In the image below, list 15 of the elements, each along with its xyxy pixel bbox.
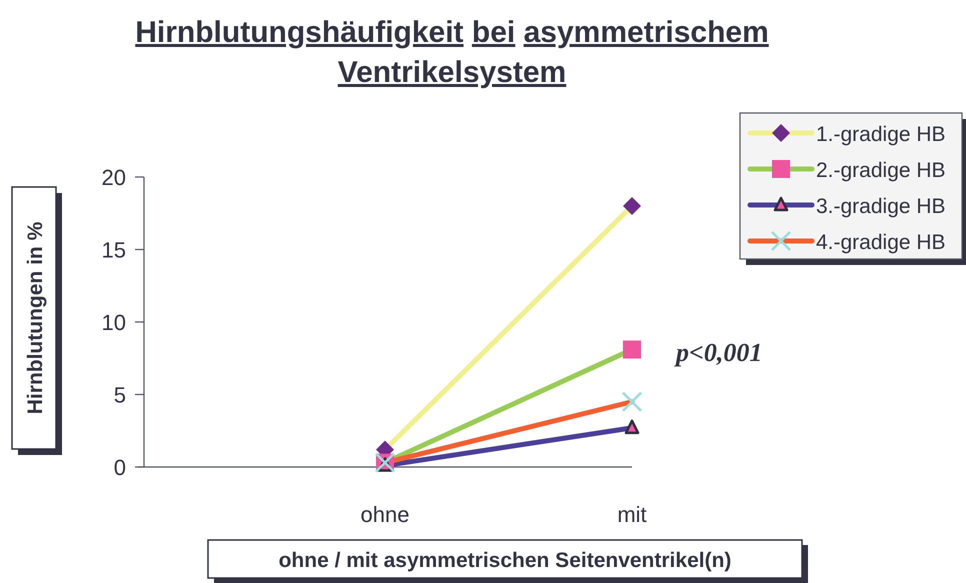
text: p<0,001 (674, 338, 762, 367)
chart-title: Hirnblutungshäufigkeit bei asymmetrischem Ventrikelsystem (135, 16, 769, 89)
y-tick-label: 15 (102, 238, 126, 262)
x-tick-label: mit (617, 502, 647, 527)
legend-label: 4.-gradige HB (816, 231, 946, 254)
y-axis-title: Hirnblutungen in % (24, 221, 47, 414)
legend-label: 3.-gradige HB (816, 195, 946, 218)
y-tick-label: 0 (114, 455, 126, 480)
x-axis-title: ohne / mit asymmetrischen Seitenventrikel(n) (278, 549, 732, 572)
y-tick-label: 5 (114, 382, 126, 408)
legend-label: 2.-gradige HB (816, 159, 946, 182)
legend-label: 1.-gradige HB (816, 123, 946, 146)
x-tick-label: ohne (360, 502, 410, 527)
y-tick-label: 10 (102, 310, 126, 335)
y-tick-label: 20 (102, 165, 126, 190)
